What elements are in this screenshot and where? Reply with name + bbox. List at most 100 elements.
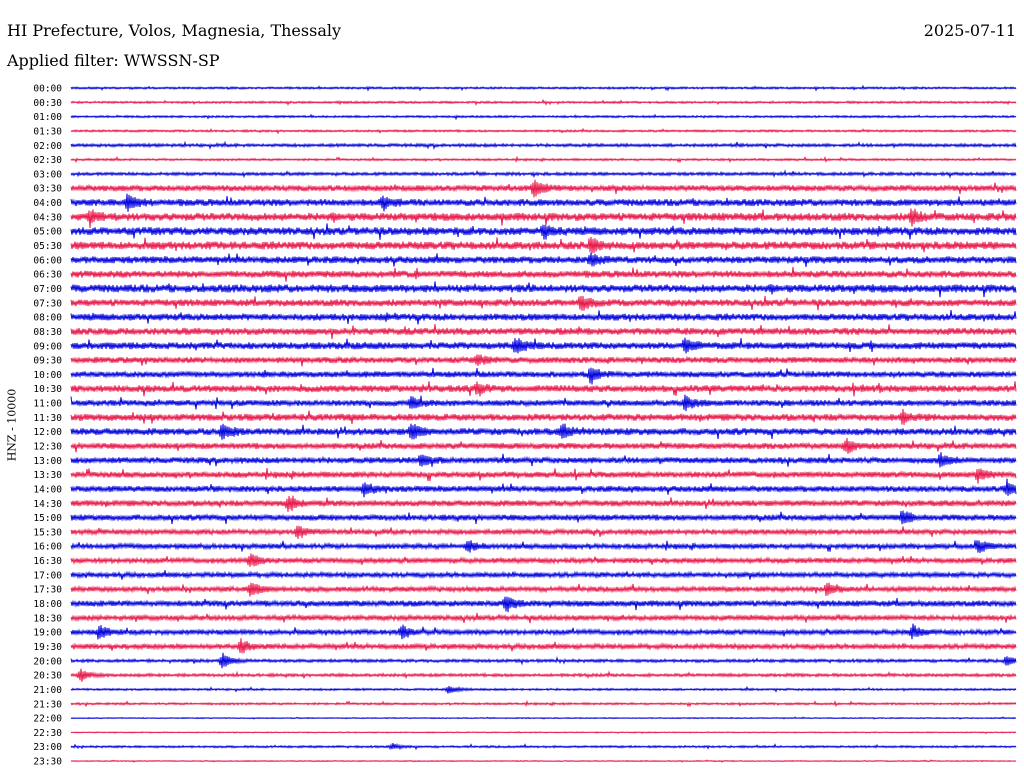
row-label-0700: 07:00	[33, 284, 62, 295]
row-label-0000: 00:00	[33, 84, 62, 95]
row-label-2230: 22:30	[33, 728, 62, 739]
trace-2200	[70, 716, 1017, 720]
row-label-1500: 15:00	[33, 513, 62, 524]
row-label-1200: 12:00	[33, 427, 62, 438]
trace-1600	[70, 540, 1017, 554]
trace-0100	[70, 113, 1017, 121]
row-label-1800: 18:00	[33, 599, 62, 610]
row-label-1000: 10:00	[33, 370, 62, 381]
trace-2000	[70, 652, 1017, 669]
trace-2230	[70, 730, 1017, 735]
trace-2130	[70, 699, 1017, 708]
row-label-1030: 10:30	[33, 384, 62, 395]
trace-2100	[70, 685, 1017, 694]
row-label-1300: 13:00	[33, 456, 62, 467]
trace-0930	[70, 354, 1017, 367]
trace-1700	[70, 570, 1017, 580]
row-label-1100: 11:00	[33, 399, 62, 410]
row-label-0500: 05:00	[33, 227, 62, 238]
row-label-1400: 14:00	[33, 484, 62, 495]
trace-0030	[70, 98, 1017, 107]
trace-1500	[70, 510, 1017, 525]
filter-label: Applied filter: WWSSN-SP	[7, 51, 220, 70]
row-label-1930: 19:30	[33, 642, 62, 653]
row-label-0130: 01:30	[33, 126, 62, 137]
trace-0000	[70, 84, 1017, 92]
trace-0330	[70, 179, 1017, 198]
trace-0700	[70, 281, 1017, 298]
row-label-0800: 08:00	[33, 313, 62, 324]
row-label-1630: 16:30	[33, 556, 62, 567]
row-label-1430: 14:30	[33, 499, 62, 510]
trace-1030	[70, 381, 1017, 397]
trace-2300	[70, 742, 1017, 751]
row-label-1130: 11:30	[33, 413, 62, 424]
row-label-2000: 20:00	[33, 656, 62, 667]
trace-1530	[70, 525, 1017, 539]
row-label-0100: 01:00	[33, 112, 62, 123]
trace-2030	[70, 668, 1017, 682]
date-label: 2025-07-11	[923, 21, 1016, 40]
trace-0230	[70, 155, 1017, 164]
trace-1330	[70, 468, 1017, 484]
trace-0430	[70, 208, 1017, 229]
trace-1430	[70, 495, 1017, 512]
station-title: HI Prefecture, Volos, Magnesia, Thessaly	[7, 21, 342, 40]
trace-0500	[70, 223, 1017, 240]
row-label-2200: 22:00	[33, 714, 62, 725]
row-label-2130: 21:30	[33, 699, 62, 710]
trace-1200	[70, 423, 1017, 440]
row-label-2300: 23:00	[33, 742, 62, 753]
row-label-0300: 03:00	[33, 169, 62, 180]
row-label-1730: 17:30	[33, 585, 62, 596]
trace-0130	[70, 127, 1017, 135]
row-label-0200: 02:00	[33, 141, 62, 152]
trace-1800	[70, 596, 1017, 613]
row-label-2030: 20:30	[33, 671, 62, 682]
trace-0900	[70, 337, 1017, 354]
row-label-0900: 09:00	[33, 341, 62, 352]
row-label-0930: 09:30	[33, 356, 62, 367]
trace-0730	[70, 295, 1017, 311]
trace-1100	[70, 394, 1017, 412]
trace-0630	[70, 266, 1017, 282]
row-label-1700: 17:00	[33, 570, 62, 581]
trace-1000	[70, 367, 1017, 385]
trace-2330	[70, 759, 1017, 763]
row-label-0530: 05:30	[33, 241, 62, 252]
trace-0300	[70, 169, 1017, 179]
trace-1900	[70, 623, 1017, 640]
row-label-1830: 18:30	[33, 613, 62, 624]
row-label-0630: 06:30	[33, 270, 62, 281]
trace-0800	[70, 309, 1017, 325]
row-label-1600: 16:00	[33, 542, 62, 553]
trace-0200	[70, 140, 1017, 151]
trace-1730	[70, 582, 1017, 597]
row-label-0230: 02:30	[33, 155, 62, 166]
trace-1930	[70, 638, 1017, 654]
row-label-0400: 04:00	[33, 198, 62, 209]
row-label-2100: 21:00	[33, 685, 62, 696]
trace-1400	[70, 478, 1017, 498]
row-label-0830: 08:30	[33, 327, 62, 338]
trace-1830	[70, 612, 1017, 624]
trace-1130	[70, 408, 1017, 425]
trace-0600	[70, 252, 1017, 267]
row-label-0600: 06:00	[33, 255, 62, 266]
row-label-1230: 12:30	[33, 442, 62, 453]
row-label-0430: 04:30	[33, 212, 62, 223]
trace-0530	[70, 236, 1017, 254]
row-label-0730: 07:30	[33, 298, 62, 309]
row-label-1330: 13:30	[33, 470, 62, 481]
row-label-0330: 03:30	[33, 184, 62, 195]
row-label-1530: 15:30	[33, 527, 62, 538]
row-label-0030: 00:30	[33, 98, 62, 109]
trace-0400	[70, 193, 1017, 212]
trace-1300	[70, 452, 1017, 468]
trace-1630	[70, 553, 1017, 567]
trace-0830	[70, 324, 1017, 340]
trace-1230	[70, 437, 1017, 454]
row-label-2330: 23:30	[33, 757, 62, 768]
row-label-1900: 19:00	[33, 628, 62, 639]
